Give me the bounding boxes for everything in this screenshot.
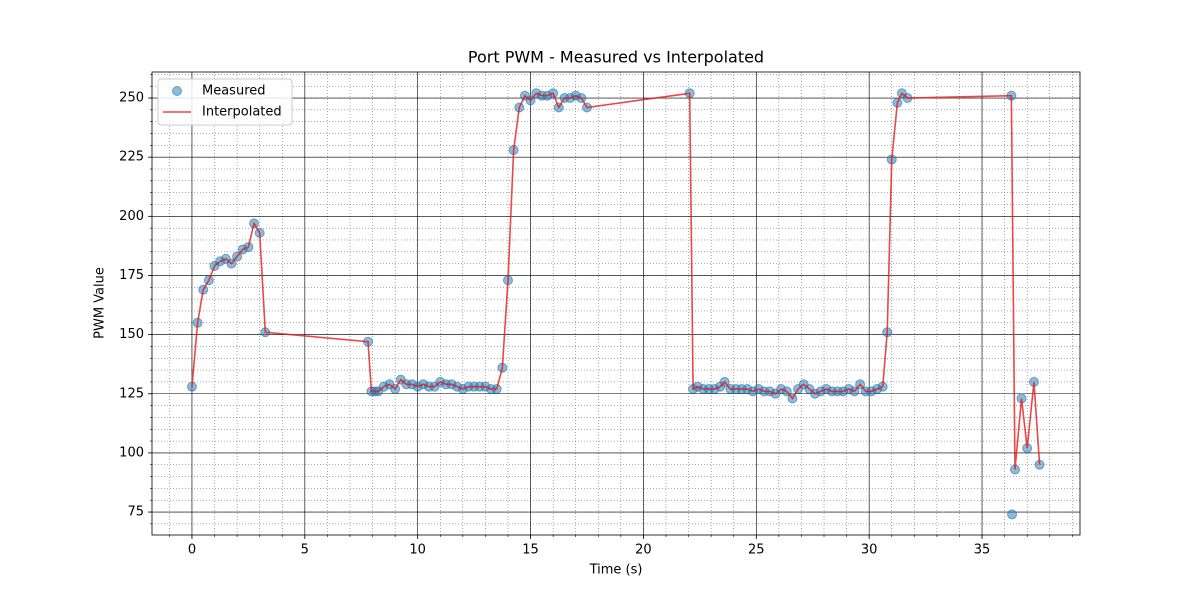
legend-label: Interpolated xyxy=(202,105,282,120)
y-tick-label: 200 xyxy=(119,209,144,224)
y-tick-label: 225 xyxy=(119,150,144,165)
x-tick-label: 35 xyxy=(974,543,991,558)
legend-box xyxy=(157,78,293,126)
y-axis-label: PWM Value xyxy=(93,267,108,339)
y-tick-label: 75 xyxy=(127,505,144,520)
x-tick-label: 5 xyxy=(301,543,309,558)
y-tick-label: 175 xyxy=(119,268,144,283)
legend-label: Measured xyxy=(202,84,266,99)
plot-frame xyxy=(151,71,1081,536)
y-tick-label: 150 xyxy=(119,327,144,342)
y-tick-label: 100 xyxy=(119,445,144,460)
x-axis-label: Time (s) xyxy=(589,563,643,578)
legend-marker xyxy=(172,86,182,96)
x-tick-label: 10 xyxy=(409,543,426,558)
x-tick-label: 25 xyxy=(748,543,765,558)
x-tick-label: 0 xyxy=(188,543,196,558)
chart-title: Port PWM - Measured vs Interpolated xyxy=(468,48,764,67)
y-tick-label: 125 xyxy=(119,386,144,401)
x-tick-label: 20 xyxy=(635,543,652,558)
data-point xyxy=(1007,509,1018,520)
y-tick-label: 250 xyxy=(119,91,144,106)
x-tick-label: 15 xyxy=(522,543,539,558)
data-line xyxy=(191,92,1041,470)
x-tick-label: 30 xyxy=(861,543,878,558)
